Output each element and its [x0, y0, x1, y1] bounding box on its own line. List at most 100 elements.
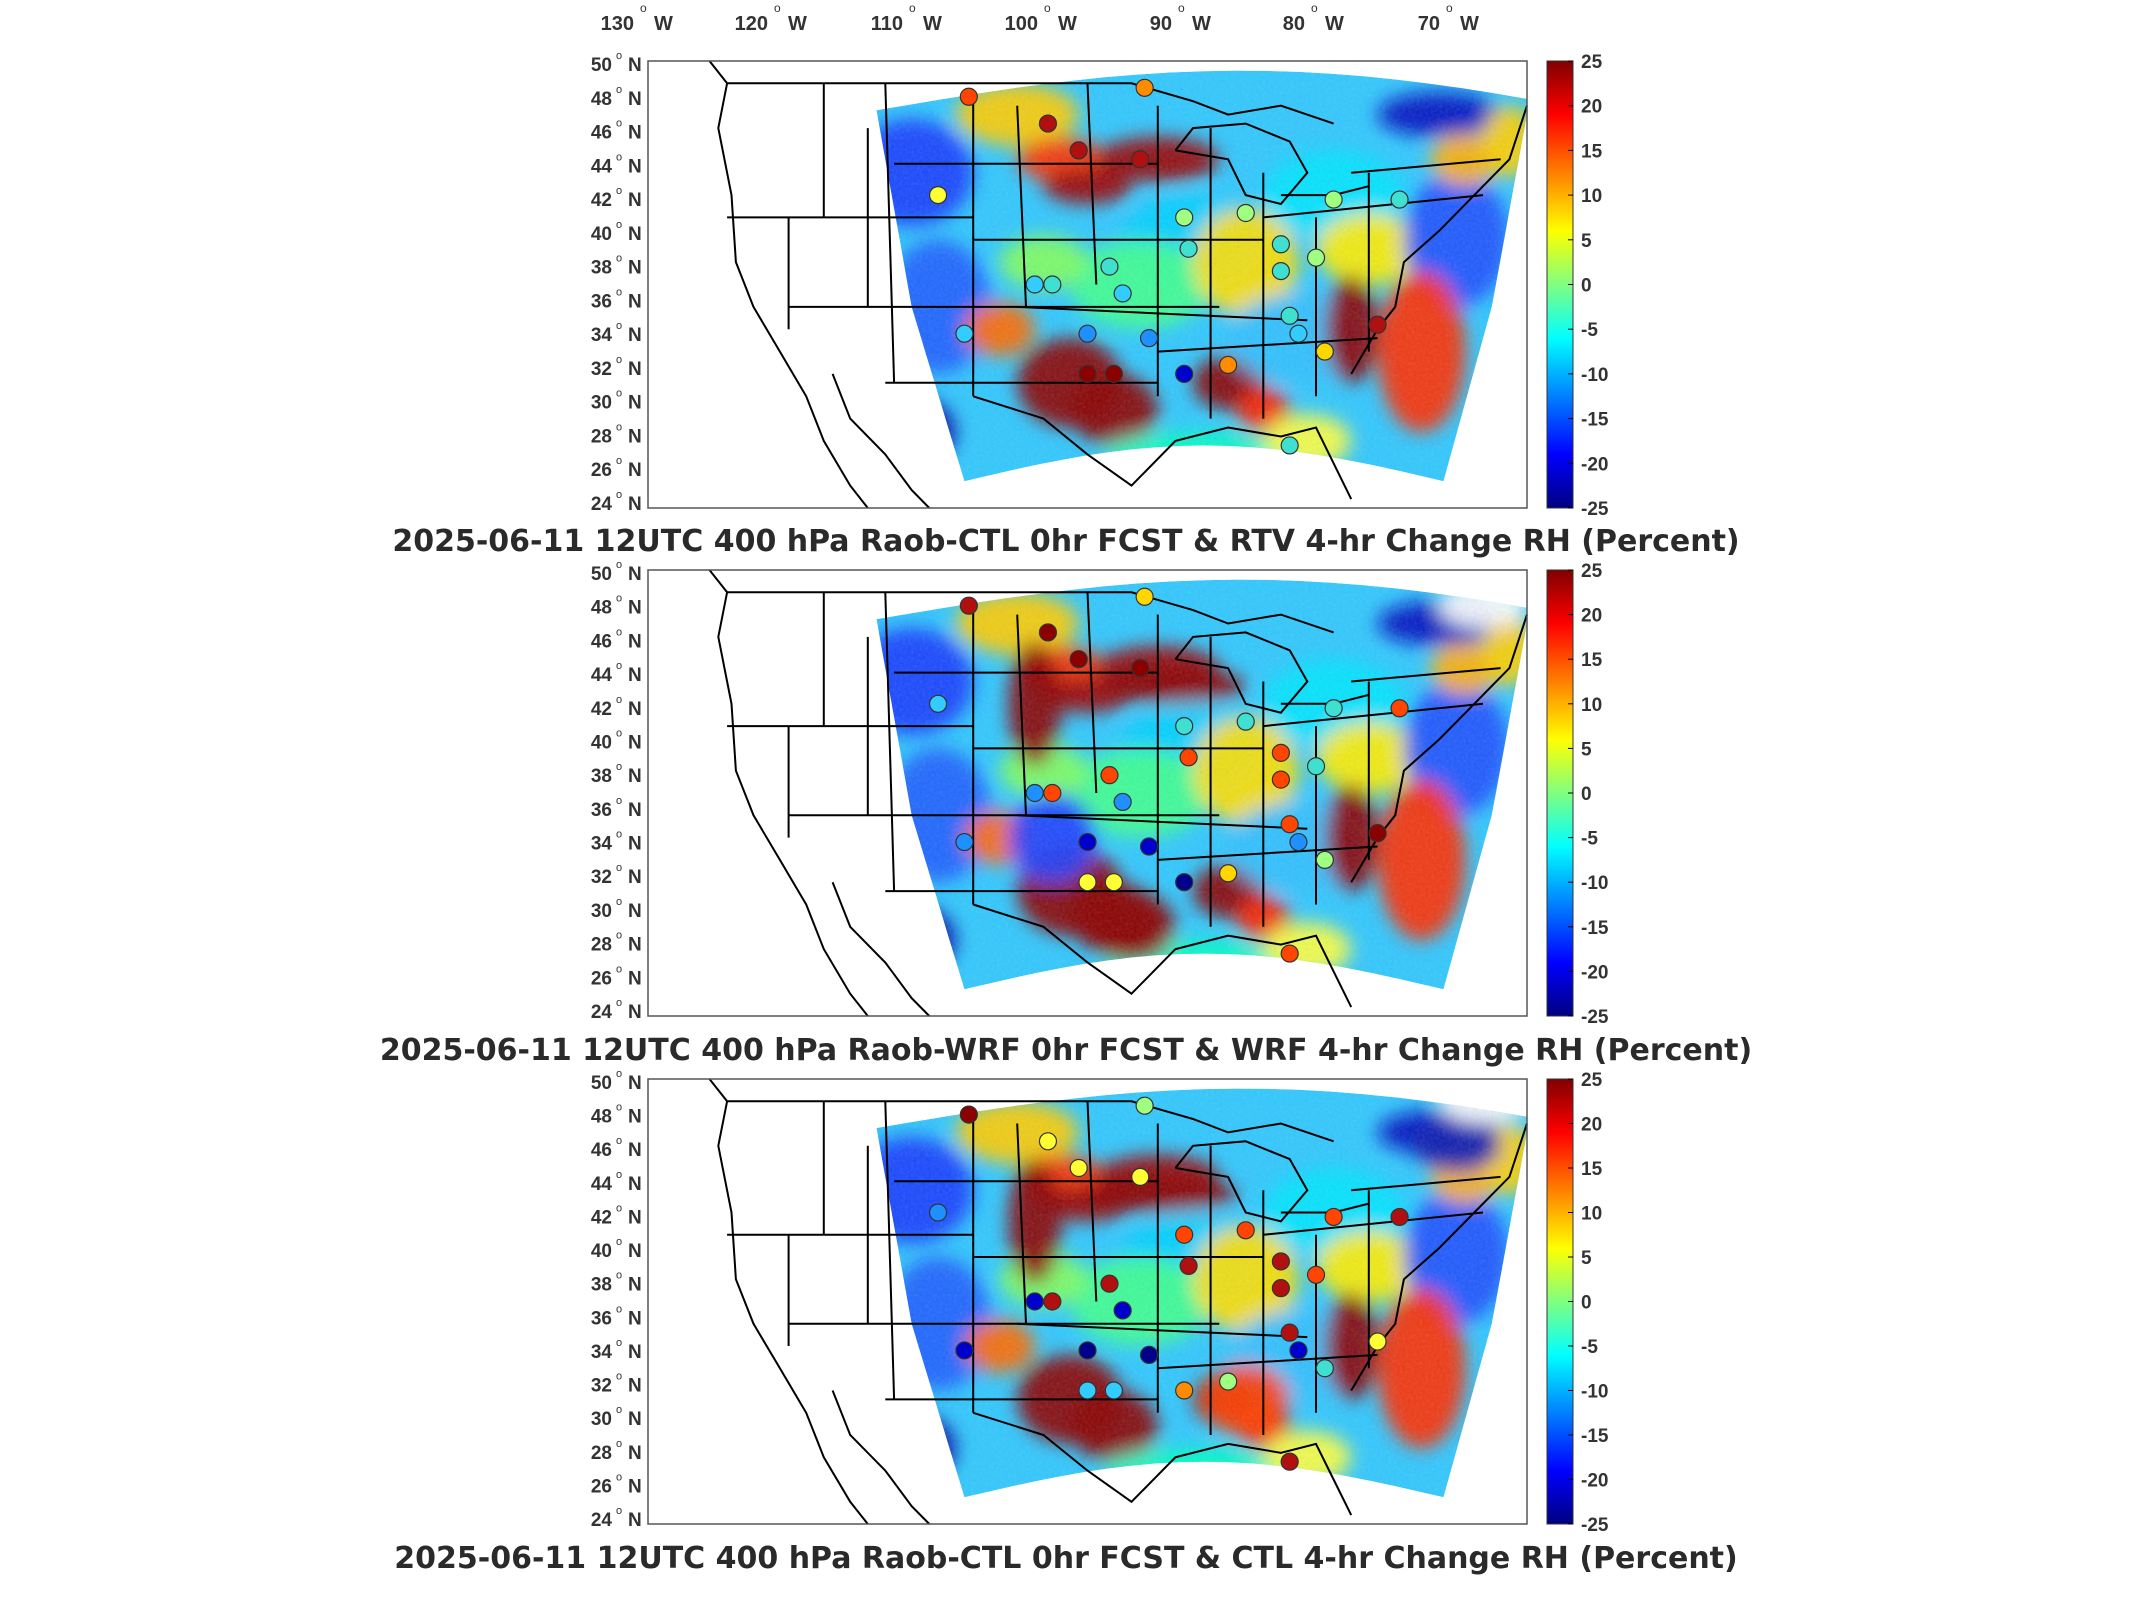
raob-station-marker [1025, 275, 1044, 294]
raob-station-marker [1306, 248, 1326, 267]
boundary-line [1017, 814, 1308, 830]
colorbar-tick-label: 0 [1581, 784, 1592, 805]
colorbar-tick-label: -15 [1581, 1426, 1609, 1447]
lat-label-hemisphere: N [628, 359, 642, 380]
lon-label-hemisphere: W [1325, 13, 1344, 35]
lat-label-value: 46 [591, 1140, 612, 1161]
lon-label-hemisphere: W [788, 13, 807, 35]
raob-station-marker [1038, 623, 1058, 642]
lat-label-hemisphere: N [628, 834, 642, 855]
colorbar-tick-label: -10 [1581, 1382, 1608, 1403]
boundary-line [1351, 1175, 1501, 1192]
raob-station-marker [1271, 1279, 1290, 1298]
degree-symbol: o [616, 388, 622, 400]
lat-label-value: 48 [591, 89, 612, 110]
colorbar-tick-label: 25 [1581, 561, 1603, 582]
raob-station-marker [1280, 306, 1299, 325]
lat-label-value: 46 [591, 123, 612, 144]
lat-label-hemisphere: N [628, 598, 642, 619]
raob-station-marker [1315, 1359, 1334, 1378]
degree-symbol: o [616, 593, 622, 605]
raob-station-marker [1179, 748, 1198, 767]
lat-label-value: 38 [591, 1275, 612, 1296]
lat-label-value: 42 [591, 699, 612, 720]
raob-station-marker [1175, 208, 1194, 227]
raob-station-marker [1131, 1167, 1150, 1187]
raob-station-marker [1100, 766, 1119, 785]
lat-label-value: 36 [591, 800, 612, 821]
colorbar-tick-label: -15 [1581, 410, 1609, 431]
lat-label-hemisphere: N [628, 901, 642, 922]
colorbar-tick-label: -10 [1581, 873, 1608, 894]
degree-symbol: o [616, 1169, 622, 1181]
raob-station-marker [1025, 1292, 1044, 1311]
boundary-line [727, 1100, 1334, 1143]
raob-station-marker [1271, 743, 1290, 762]
colorbar-tick-label: -15 [1581, 918, 1609, 939]
lon-label-value: 110 [871, 13, 903, 35]
lat-label-hemisphere: N [628, 1002, 642, 1023]
lat-label-hemisphere: N [628, 935, 642, 956]
map-panel-3: 50 o N48 o N46 o N44 o N42 o N40 o N38 o N36 o N34 o N32 o N… [591, 1068, 1609, 1536]
raob-station-marker [959, 87, 978, 106]
raob-station-marker [1043, 783, 1062, 803]
raob-station-marker [1069, 141, 1088, 160]
degree-symbol: o [616, 286, 622, 298]
degree-symbol: o [616, 1102, 622, 1114]
lat-label-value: 36 [591, 291, 612, 312]
raob-station-marker [1236, 1221, 1255, 1240]
raob-station-marker [1104, 364, 1123, 383]
boundary-line [884, 592, 896, 892]
lat-label-hemisphere: N [628, 800, 642, 821]
lon-label-value: 90 [1150, 13, 1172, 35]
lon-label-value: 130 [601, 13, 634, 35]
degree-symbol: o [909, 1, 916, 15]
boundary-line [1263, 194, 1484, 219]
boundary-line [708, 1078, 869, 1525]
state-boundaries [708, 569, 1528, 1017]
lat-label-value: 28 [591, 935, 612, 956]
map-panel-2: 50 o N48 o N46 o N44 o N42 o N40 o N38 o N36 o N34 o N32 o N… [591, 559, 1609, 1028]
raob-station-marker [1135, 78, 1154, 97]
lat-label-hemisphere: N [628, 867, 642, 888]
colorbar-tick-label: 15 [1581, 141, 1603, 162]
lat-label-hemisphere: N [628, 1275, 642, 1296]
raob-station-marker [1324, 1207, 1343, 1227]
raob-station-marker [1280, 436, 1299, 455]
colorbar-tick-label: -5 [1581, 320, 1598, 341]
colorbar-tick-label: 0 [1581, 276, 1592, 297]
boundary-line [708, 60, 869, 509]
lon-label-120: 120 oW [735, 1, 807, 35]
degree-symbol: o [616, 50, 622, 62]
raob-station-marker [1139, 1345, 1159, 1365]
colorbar-tick-label: -20 [1581, 1471, 1608, 1492]
panel-1-title: 2025-06-11 12UTC 400 hPa Raob-CTL 0hr FC… [392, 524, 1739, 559]
lat-label-value: 32 [591, 359, 612, 380]
raob-station-marker [1289, 324, 1308, 343]
raob-station-marker [1179, 239, 1198, 258]
raob-station-marker [1175, 716, 1194, 736]
lat-label-value: 34 [591, 1342, 613, 1363]
raob-station-marker [1390, 699, 1409, 718]
degree-symbol: o [616, 930, 622, 942]
degree-symbol: o [616, 727, 622, 739]
boundary-line [1174, 122, 1309, 206]
raob-station-marker [1368, 1332, 1387, 1351]
colorbar-tick-label: -5 [1581, 1337, 1598, 1358]
lat-label-hemisphere: N [628, 258, 642, 279]
raob-station-marker [1069, 650, 1088, 669]
raob-station-marker [1315, 850, 1334, 870]
boundary-line [1263, 702, 1484, 728]
raob-station-marker [955, 324, 974, 343]
colorbar-tick-label: 20 [1581, 606, 1602, 627]
raob-station-marker [1038, 114, 1058, 133]
lat-label-value: 38 [591, 766, 612, 787]
raob-station-marker [1175, 364, 1194, 383]
degree-symbol: o [616, 455, 622, 467]
lat-label-hemisphere: N [628, 1174, 642, 1195]
degree-symbol: o [616, 626, 622, 638]
boundary-line [1017, 1322, 1308, 1339]
lon-label-80: 80 oW [1283, 1, 1344, 35]
raob-station-marker [1100, 257, 1119, 276]
